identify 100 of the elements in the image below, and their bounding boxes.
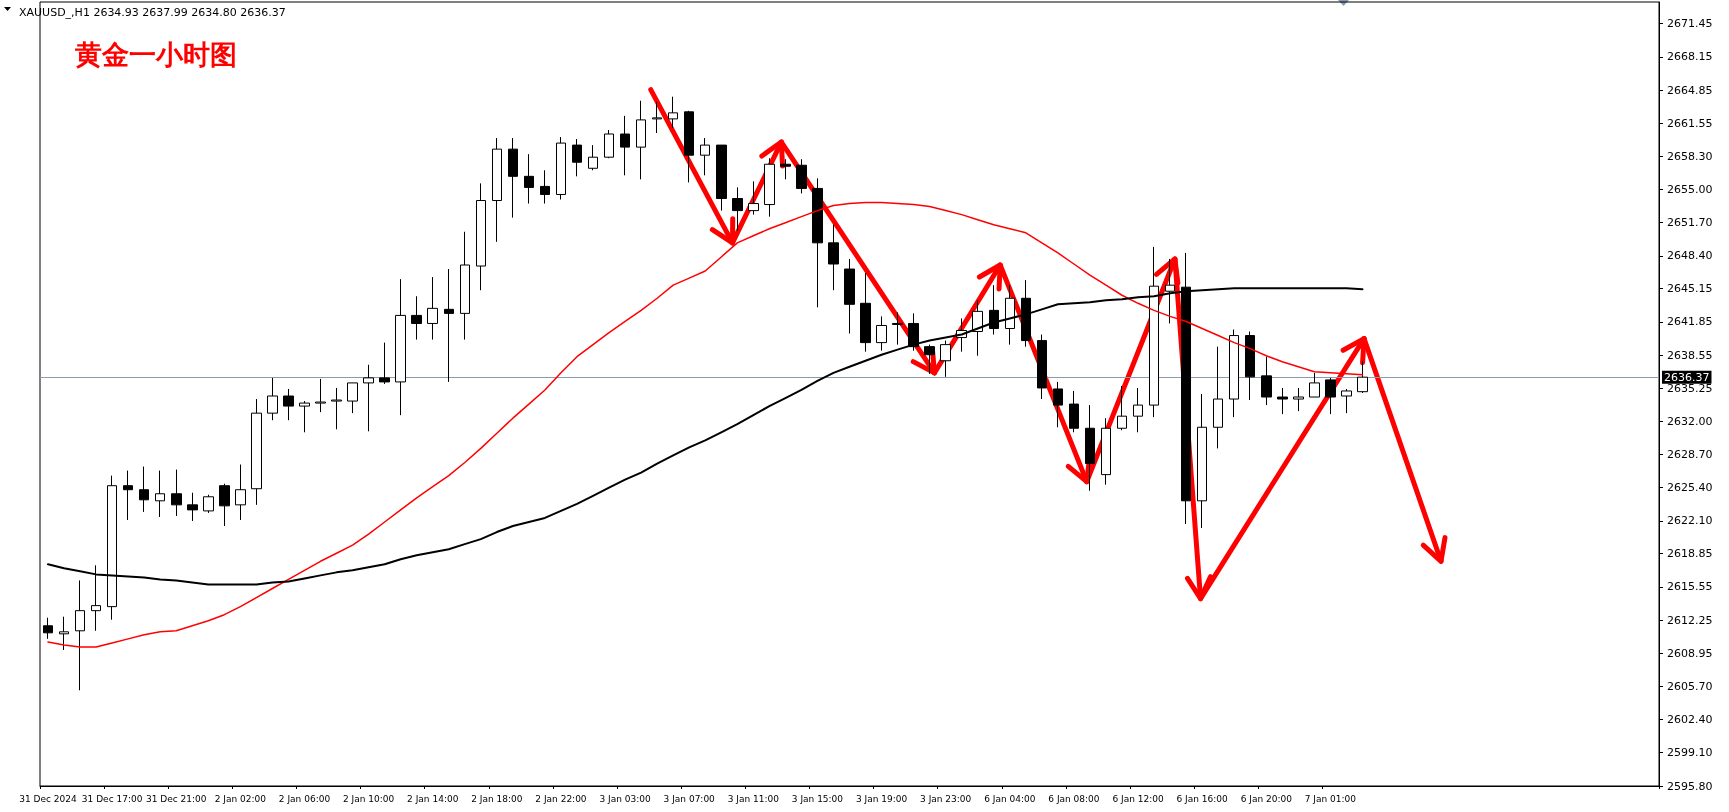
y-tick-label: 2595.80 bbox=[1667, 779, 1713, 793]
y-tick-label: 2628.70 bbox=[1667, 447, 1713, 461]
candlestick bbox=[940, 340, 951, 378]
candlestick bbox=[299, 400, 310, 433]
candlestick bbox=[347, 382, 358, 414]
x-tick-label: 2 Jan 06:00 bbox=[278, 793, 331, 804]
x-tick-label: 3 Jan 15:00 bbox=[791, 793, 844, 804]
candlestick bbox=[1229, 329, 1239, 418]
y-tick-label: 2651.70 bbox=[1667, 216, 1713, 230]
line-series bbox=[47, 201, 1364, 648]
y-tick-label: 2645.15 bbox=[1667, 282, 1713, 296]
candlestick bbox=[972, 299, 983, 357]
x-tick-label: 31 Dec 21:00 bbox=[145, 793, 207, 804]
candlestick bbox=[492, 137, 502, 243]
candlestick bbox=[1245, 331, 1255, 401]
y-tick-label: 2661.55 bbox=[1667, 116, 1713, 130]
candlestick bbox=[636, 100, 646, 180]
candlestick bbox=[123, 470, 133, 521]
y-tick-label: 2622.10 bbox=[1667, 514, 1713, 528]
candlestick bbox=[604, 129, 614, 159]
candlestick bbox=[1069, 390, 1079, 433]
y-tick-label: 2635.25 bbox=[1667, 381, 1713, 395]
candlestick bbox=[75, 579, 85, 691]
candlestick bbox=[1117, 385, 1127, 431]
candlestick bbox=[411, 295, 422, 341]
y-tick-label: 2615.55 bbox=[1667, 580, 1713, 594]
candlestick bbox=[1261, 356, 1272, 406]
candlestick bbox=[524, 153, 534, 205]
candlestick bbox=[427, 276, 438, 341]
y-tick-label: 2612.25 bbox=[1667, 613, 1713, 627]
x-tick-label: 6 Jan 04:00 bbox=[984, 793, 1036, 804]
x-tick-label: 6 Jan 20:00 bbox=[1240, 793, 1293, 804]
candlestick bbox=[748, 180, 759, 216]
x-tick-label: 3 Jan 11:00 bbox=[727, 793, 780, 804]
candlestick bbox=[139, 466, 149, 513]
x-tick-label: 3 Jan 19:00 bbox=[855, 793, 908, 804]
y-tick-label: 2671.45 bbox=[1667, 17, 1713, 31]
x-tick-label: 2 Jan 10:00 bbox=[342, 793, 395, 804]
candlestick bbox=[556, 136, 566, 201]
candlestick bbox=[155, 470, 165, 518]
candlestick bbox=[684, 110, 694, 183]
x-tick-label: 3 Jan 23:00 bbox=[920, 793, 972, 804]
candlestick bbox=[892, 311, 903, 346]
text: 黄金一小时图 bbox=[74, 39, 237, 70]
candlestick bbox=[363, 364, 374, 432]
x-tick-label: 6 Jan 12:00 bbox=[1112, 793, 1164, 804]
candlestick bbox=[540, 169, 550, 205]
candlestick bbox=[908, 312, 919, 352]
x-tick-label: 31 Dec 2024 bbox=[19, 793, 78, 804]
candlestick bbox=[652, 101, 662, 134]
candlestick bbox=[876, 315, 887, 352]
chart-subtitle: XAUUSD_,H1 2634.93 2637.99 2634.80 2636.37 bbox=[19, 6, 286, 19]
candlestick bbox=[283, 388, 294, 421]
candlestick bbox=[251, 398, 262, 506]
y-tick-label: 2658.30 bbox=[1667, 149, 1713, 163]
candlestick bbox=[1037, 334, 1047, 400]
candlestick bbox=[796, 158, 807, 194]
candlestick bbox=[700, 137, 710, 176]
x-tick-label: 2 Jan 14:00 bbox=[407, 793, 459, 804]
candlestick bbox=[1325, 377, 1336, 415]
candlestick bbox=[1293, 387, 1304, 412]
candlestick bbox=[924, 344, 935, 375]
candlestick bbox=[1197, 393, 1207, 529]
x-tick-label: 7 Jan 01:00 bbox=[1304, 793, 1357, 804]
y-tick-label: 2618.85 bbox=[1667, 547, 1713, 561]
candlestick bbox=[1053, 381, 1063, 428]
candlestick bbox=[1101, 417, 1111, 486]
candlestick bbox=[203, 494, 214, 514]
y-tick-label: 2625.40 bbox=[1667, 481, 1713, 495]
candlestick bbox=[732, 186, 743, 232]
candlestick bbox=[331, 387, 342, 430]
x-tick-label: 2 Jan 22:00 bbox=[535, 793, 587, 804]
y-tick-label: 2648.40 bbox=[1667, 249, 1713, 263]
candlestick bbox=[668, 96, 678, 129]
y-tick-label: 2602.40 bbox=[1667, 712, 1713, 726]
candlestick bbox=[1213, 346, 1223, 449]
y-tick-label: 2608.95 bbox=[1667, 646, 1713, 660]
candlestick bbox=[764, 157, 775, 218]
candlestick bbox=[1277, 387, 1288, 415]
x-tick-label: 3 Jan 07:00 bbox=[663, 793, 716, 804]
x-tick-label: 3 Jan 03:00 bbox=[599, 793, 651, 804]
candlestick bbox=[812, 177, 823, 308]
candlestick bbox=[620, 115, 630, 176]
x-tick-label: 31 Dec 17:00 bbox=[81, 793, 143, 804]
candlestick bbox=[187, 492, 198, 522]
candlestick bbox=[572, 138, 582, 177]
candlestick bbox=[460, 231, 470, 341]
y-tick-label: 2599.10 bbox=[1667, 746, 1713, 760]
candlestick bbox=[1085, 404, 1095, 492]
candlestick bbox=[1133, 387, 1143, 433]
y-tick-label: 2664.85 bbox=[1667, 83, 1713, 97]
candlestick bbox=[828, 224, 839, 291]
ref-line-label: 2636.37 bbox=[1664, 370, 1710, 384]
x-tick-label: 2 Jan 18:00 bbox=[471, 793, 523, 804]
y-tick-label: 2638.55 bbox=[1667, 348, 1713, 362]
y-tick-label: 2605.70 bbox=[1667, 679, 1713, 693]
x-tick-label: 2 Jan 02:00 bbox=[214, 793, 267, 804]
candlestick bbox=[508, 137, 518, 219]
candlestick bbox=[1309, 372, 1320, 398]
candlestick bbox=[1341, 388, 1352, 414]
